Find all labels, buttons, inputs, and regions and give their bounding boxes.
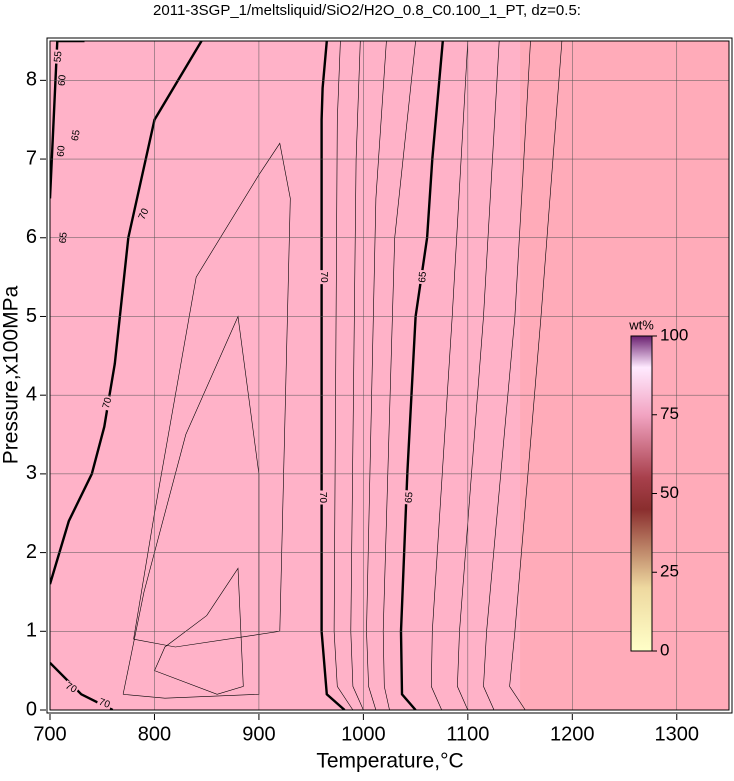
contour-label-bg xyxy=(317,490,328,505)
x-tick-label: 700 xyxy=(33,723,66,745)
colorbar xyxy=(630,335,653,652)
y-tick-label: 8 xyxy=(26,69,37,91)
contour-label: 65 xyxy=(417,271,429,283)
contour-label: 70 xyxy=(318,272,329,284)
x-tick-label: 800 xyxy=(138,723,171,745)
y-tick-label: 3 xyxy=(26,462,37,484)
contour-label-bg xyxy=(417,269,429,285)
colorbar-tick-label: 25 xyxy=(660,562,679,581)
plot-background-high-t xyxy=(520,41,729,710)
colorbar-tick-label: 75 xyxy=(660,404,679,423)
contour-label-bg xyxy=(55,143,68,159)
x-tick-label: 1200 xyxy=(550,723,595,745)
contour-label-bg xyxy=(52,49,64,65)
plot-frame xyxy=(46,37,733,714)
contour-label-bg xyxy=(403,490,415,505)
contour-line xyxy=(154,567,244,695)
x-tick-label: 1100 xyxy=(446,723,489,745)
contour-label: 70 xyxy=(137,206,152,221)
contour-label: 60 xyxy=(56,145,68,157)
y-tick-label: 1 xyxy=(26,620,37,642)
contour-line xyxy=(133,142,291,648)
contour-label-bg xyxy=(62,680,80,696)
contour-label: 65 xyxy=(404,491,416,503)
contour-label-bg xyxy=(69,127,83,144)
contour-label: 55 xyxy=(53,50,65,62)
contour-line xyxy=(50,41,85,199)
contour-label: 70 xyxy=(317,492,328,504)
y-tick-label: 5 xyxy=(26,305,37,327)
colorbar-tick-label: 100 xyxy=(660,325,688,344)
y-tick-label: 0 xyxy=(26,698,37,720)
contour-label: 70 xyxy=(97,697,112,711)
chart-title: 2011-3SGP_1/meltsliquid/SiO2/H2O_0.8_C0.… xyxy=(153,2,581,19)
contour-label-bg xyxy=(96,696,113,710)
colorbar-tick-label: 0 xyxy=(660,640,669,659)
colorbar-tick-label: 50 xyxy=(660,483,679,502)
contour-label: 70 xyxy=(63,681,79,696)
plot-frame-inner xyxy=(49,40,730,711)
contour-label-bg xyxy=(100,394,115,412)
x-tick-label: 1000 xyxy=(341,723,386,745)
colorbar-label: wt% xyxy=(628,317,654,332)
contour-label: 70 xyxy=(101,396,115,410)
x-axis-label: Temperature,°C xyxy=(316,750,463,773)
contour-label-bg xyxy=(318,270,329,285)
y-tick-label: 6 xyxy=(26,226,37,248)
x-tick-label: 900 xyxy=(242,723,275,745)
x-tick-label: 1300 xyxy=(655,723,700,745)
contour-label-bg xyxy=(136,205,152,223)
y-axis-label: Pressure,x100MPa xyxy=(0,285,23,464)
y-tick-label: 2 xyxy=(26,541,37,563)
y-tick-label: 7 xyxy=(26,147,37,169)
y-tick-label: 4 xyxy=(26,383,37,405)
contour-label: 65 xyxy=(70,129,83,142)
